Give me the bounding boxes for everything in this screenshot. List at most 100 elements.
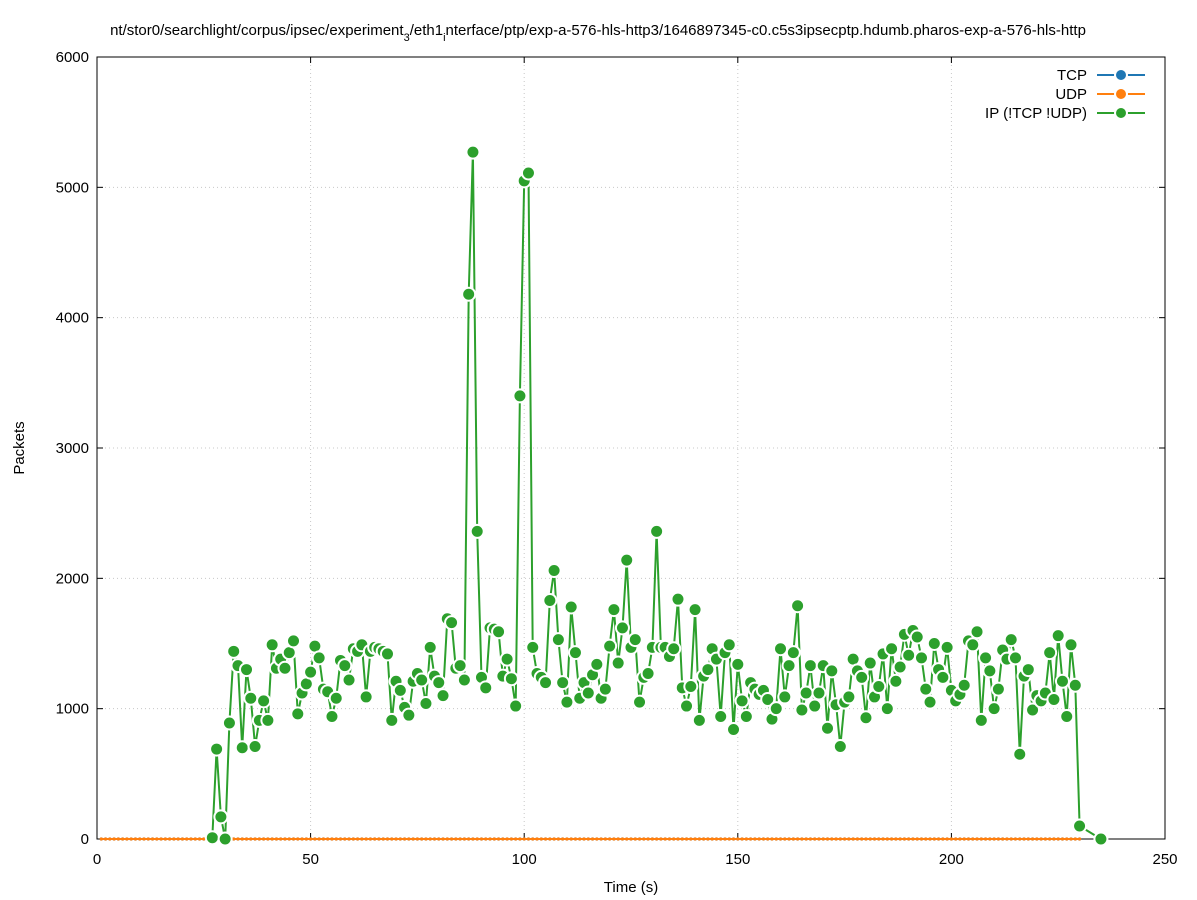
data-point [804,837,808,841]
data-point [213,809,229,825]
legend-marker [1114,68,1128,82]
data-point [253,837,257,841]
data-point [414,672,430,688]
data-point [731,837,736,841]
data-point [469,523,485,539]
data-point [112,837,116,841]
data-point [614,620,630,636]
data-point [197,837,202,841]
data-point [982,663,998,679]
data-point [103,837,108,841]
data-point [719,837,723,841]
data-point [458,837,462,841]
data-point [894,837,898,841]
data-point [309,837,313,841]
data-point [975,837,979,841]
data-point [773,641,789,657]
data-point [189,837,193,841]
data-point [1048,837,1052,841]
data-point [435,688,451,704]
data-point [452,658,468,674]
y-tick-label: 5000 [56,179,89,196]
legend-label: UDP [1055,86,1087,103]
data-point [936,837,941,841]
data-point [1063,637,1079,653]
data-point [341,672,357,688]
data-point [924,837,928,841]
data-point [892,659,908,675]
data-point [655,837,659,841]
data-point [445,837,449,841]
data-point [888,673,904,689]
data-point [619,552,635,568]
data-point [1059,708,1075,724]
data-point [625,837,629,841]
data-point [526,837,531,841]
data-point [321,837,326,841]
data-point [373,837,377,841]
data-point [862,655,878,671]
data-point [834,837,838,841]
data-point [283,837,287,841]
data-point [802,658,818,674]
data-point [514,837,518,841]
data-point [392,682,408,698]
data-point [637,837,642,841]
legend-label: IP (!TCP !UDP) [985,105,1087,122]
data-point [860,837,864,841]
data-point [606,602,622,618]
data-point [958,837,962,841]
data-point [163,837,167,841]
data-point [296,837,300,841]
data-point [854,669,870,685]
data-point [881,837,885,841]
data-point [522,837,526,841]
data-point [1093,831,1109,847]
data-point [542,592,558,608]
data-point [808,837,813,841]
data-point [871,679,887,695]
data-point [180,837,185,841]
data-point [659,837,663,841]
data-point [274,837,279,841]
data-point [1013,837,1018,841]
data-point [505,837,509,841]
x-tick-label: 50 [302,851,319,868]
data-point [573,837,578,841]
data-point [411,837,415,841]
data-point [155,837,159,841]
data-point [700,662,716,678]
data-point [193,837,197,841]
data-point [620,837,625,841]
data-point [538,675,554,691]
data-point [368,837,373,841]
data-point [723,837,727,841]
data-point [913,650,929,666]
data-point [313,837,317,841]
data-point [590,837,595,841]
data-point [462,837,466,841]
data-point [757,837,761,841]
data-point [781,658,797,674]
y-axis-label: Packets [11,421,28,474]
data-point [1007,650,1023,666]
y-tick-label: 6000 [56,49,89,66]
data-point [855,837,860,841]
data-point [663,837,667,841]
data-point [401,707,417,723]
data-point [563,599,579,615]
series-group [99,837,1082,841]
data-point [501,837,505,841]
data-point [597,681,613,697]
data-point [922,694,938,710]
data-point [381,837,385,841]
data-point [484,837,488,841]
data-point [978,650,994,666]
data-point [785,645,801,661]
data-point [798,685,814,701]
data-point [525,639,541,655]
data-point [1035,837,1039,841]
data-point [909,629,925,645]
data-point [1077,837,1082,841]
data-point [303,664,319,680]
